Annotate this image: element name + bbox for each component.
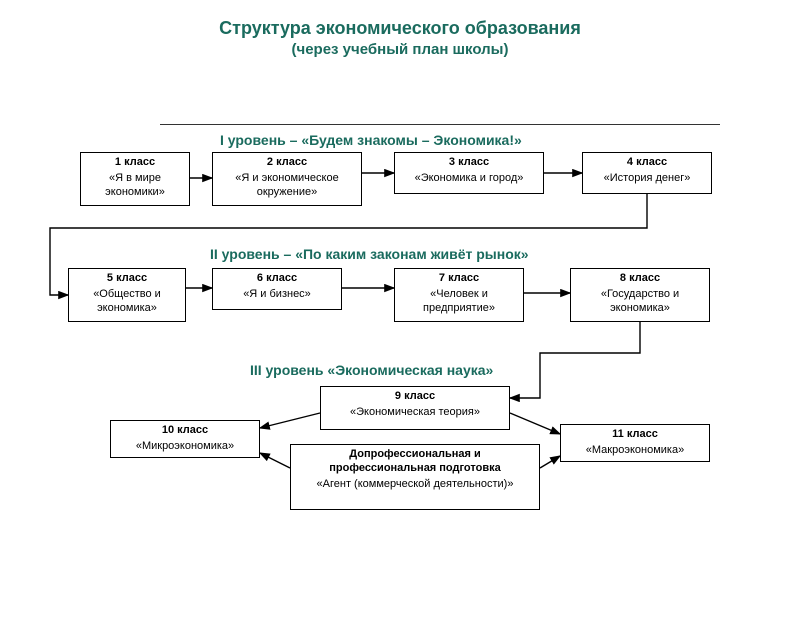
node-text: «Я и бизнес» [243, 288, 311, 300]
node-text: «Я и экономическое окружение» [235, 172, 338, 198]
level-label: II уровень – «По каким законам живёт рын… [210, 246, 529, 262]
node-header: 3 класс [399, 156, 539, 170]
divider [160, 124, 720, 125]
node-text: «Экономическая теория» [350, 406, 480, 418]
page-subtitle: (через учебный план школы) [0, 41, 800, 58]
node-header: 1 класс [85, 156, 185, 170]
node-n12: Допрофессиональная и профессиональная по… [290, 444, 540, 510]
level-label: I уровень – «Будем знакомы – Экономика!» [220, 132, 522, 148]
node-n10: 10 класс «Микроэкономика» [110, 420, 260, 458]
node-text: «Агент (коммерческой деятельности)» [317, 478, 514, 490]
node-n5: 5 класс «Общество и экономика» [68, 268, 186, 322]
node-text: «Государство и экономика» [601, 288, 679, 314]
edge [260, 453, 290, 468]
node-header: 11 класс [565, 428, 705, 442]
node-header: 2 класс [217, 156, 357, 170]
edge [510, 322, 640, 398]
edge [510, 413, 560, 434]
node-n6: 6 класс «Я и бизнес» [212, 268, 342, 310]
node-n4: 4 класс «История денег» [582, 152, 712, 194]
node-n1: 1 класс «Я в мире экономики» [80, 152, 190, 206]
node-text: «Экономика и город» [415, 172, 524, 184]
edge [540, 456, 560, 468]
node-header: 8 класс [575, 272, 705, 286]
node-header: 7 класс [399, 272, 519, 286]
node-text: «Общество и экономика» [93, 288, 161, 314]
node-header: 9 класс [325, 390, 505, 404]
node-n7: 7 класс «Человек и предприятие» [394, 268, 524, 322]
node-n2: 2 класс «Я и экономическое окружение» [212, 152, 362, 206]
node-n3: 3 класс «Экономика и город» [394, 152, 544, 194]
level-label: III уровень «Экономическая наука» [250, 362, 493, 378]
node-text: «История денег» [604, 172, 691, 184]
node-header: 6 класс [217, 272, 337, 286]
node-text: «Макроэкономика» [586, 444, 684, 456]
node-n8: 8 класс «Государство и экономика» [570, 268, 710, 322]
node-header: 10 класс [115, 424, 255, 438]
node-text: «Микроэкономика» [136, 440, 234, 452]
node-header: 4 класс [587, 156, 707, 170]
edge [260, 413, 320, 428]
node-text: «Человек и предприятие» [423, 288, 495, 314]
node-header: Допрофессиональная и профессиональная по… [295, 448, 535, 476]
page-title: Структура экономического образования [0, 18, 800, 39]
node-header: 5 класс [73, 272, 181, 286]
node-n9: 9 класс «Экономическая теория» [320, 386, 510, 430]
node-n11: 11 класс «Макроэкономика» [560, 424, 710, 462]
node-text: «Я в мире экономики» [105, 172, 165, 198]
